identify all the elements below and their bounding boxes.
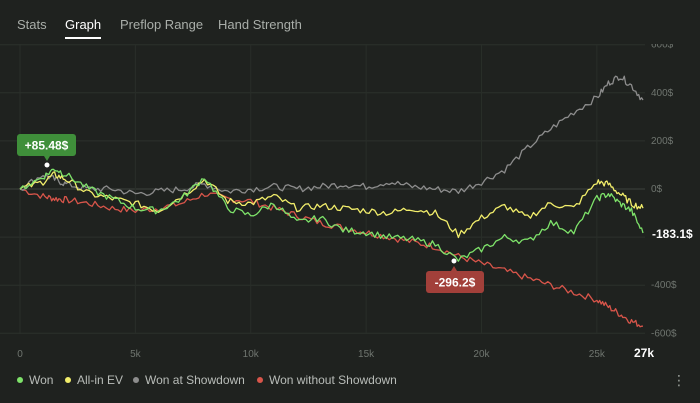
y-axis-ticks: 600$ 400$ 200$ 0$ -400$ -600$ [651, 44, 677, 339]
low-callout-pointer [451, 266, 457, 271]
legend-dot-won-at-showdown [133, 377, 139, 383]
peak-point [44, 162, 50, 168]
low-callout: -296.2$ [426, 258, 484, 293]
profit-graph: 0 5k 10k 15k 20k 25k 27k 600$ 400$ 200$ 0$ -400$ -6… [0, 44, 693, 360]
x-tick-label: 5k [130, 349, 142, 360]
legend-dot-won [17, 377, 23, 383]
legend-label-won-at-showdown: Won at Showdown [145, 373, 245, 387]
low-label: -296.2$ [435, 276, 476, 290]
peak-callout: +85.48$ [17, 134, 76, 168]
peak-callout-pointer [44, 156, 50, 161]
y-tick-label: 0$ [651, 184, 663, 195]
tab-preflop-range[interactable]: Preflop Range [120, 17, 204, 32]
x-tick-label: 15k [358, 349, 375, 360]
legend-dot-won-without-showdown [257, 377, 263, 383]
y-tick-label: 600$ [651, 44, 674, 51]
y-tick-label: -400$ [651, 280, 677, 291]
x-tick-label: 0 [17, 349, 23, 360]
tab-graph[interactable]: Graph [65, 17, 102, 39]
x-tick-label: 20k [473, 349, 490, 360]
peak-callout-box [17, 134, 76, 156]
legend-label-won: Won [29, 373, 54, 387]
tab-stats[interactable]: Stats [17, 17, 47, 32]
series-line-allin [19, 171, 644, 239]
x-axis-ticks: 0 5k 10k 15k 20k 25k 27k [17, 346, 654, 360]
legend-item-won-at-showdown[interactable]: Won at Showdown [133, 373, 245, 387]
series-lines [19, 75, 644, 328]
legend-item-won[interactable]: Won [17, 373, 53, 387]
x-tick-label: 27k [634, 346, 654, 360]
x-tick-label: 25k [589, 349, 606, 360]
y-tick-label: 400$ [651, 88, 674, 99]
vertical-ellipsis-icon[interactable]: ⋮ [672, 372, 686, 388]
y-tick-label: 200$ [651, 136, 674, 147]
tab-hand-strength[interactable]: Hand Strength [218, 17, 302, 32]
legend-label-won-without-showdown: Won without Showdown [269, 373, 397, 387]
legend-dot-allin-ev [65, 377, 71, 383]
peak-label: +85.48$ [25, 139, 69, 153]
series-line-noshowdown [19, 188, 644, 328]
series-line-showdown [19, 75, 644, 197]
current-value-label: -183.1$ [652, 227, 693, 241]
series-line-won [19, 168, 644, 262]
legend-item-won-without-showdown[interactable]: Won without Showdown [257, 373, 397, 387]
y-tick-label: -600$ [651, 328, 677, 339]
grid-lines [0, 44, 645, 334]
low-callout-box [426, 271, 484, 293]
legend: Won All-in EV Won at Showdown Won withou… [0, 373, 700, 395]
x-tick-label: 10k [243, 349, 260, 360]
legend-item-allin-ev[interactable]: All-in EV [65, 373, 123, 387]
low-point [451, 258, 457, 264]
tab-bar: Stats Graph Preflop Range Hand Strength [0, 0, 700, 42]
legend-label-allin-ev: All-in EV [77, 373, 124, 387]
